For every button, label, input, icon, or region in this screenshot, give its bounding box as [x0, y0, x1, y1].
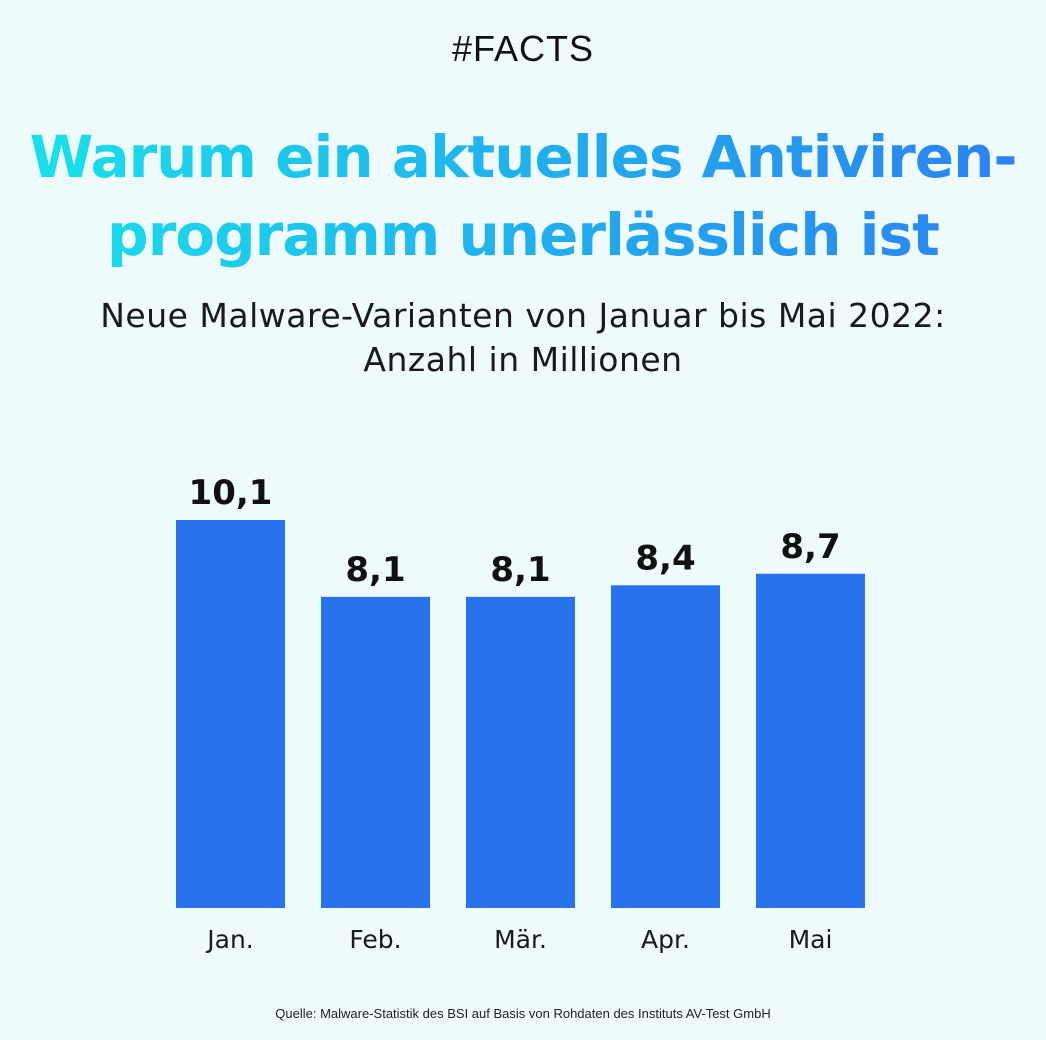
- bar-value-label: 8,1: [490, 550, 550, 590]
- bar-0: [176, 520, 285, 908]
- facts-tag: #FACTS: [451, 28, 595, 69]
- chart-subtitle: Neue Malware-Varianten von Januar bis Ma…: [0, 294, 1046, 382]
- subtitle-line-2: Anzahl in Millionen: [363, 340, 683, 379]
- x-tick-label: Jan.: [205, 925, 253, 954]
- bar-value-label: 8,7: [780, 527, 840, 567]
- bar-4: [756, 573, 865, 908]
- title-line-1: Warum ein aktuelles Antiviren-: [0, 118, 1046, 196]
- bar-2: [466, 596, 575, 908]
- source-note: Quelle: Malware-Statistik des BSI auf Ba…: [275, 1006, 771, 1021]
- x-tick-label: Mär.: [494, 925, 547, 954]
- x-tick-label: Mai: [789, 925, 833, 954]
- bar-1: [321, 596, 430, 908]
- page-title: Warum ein aktuelles Antiviren- programm …: [0, 118, 1046, 274]
- bar-chart: 10,1 Jan. 8,1 Feb. 8,1 Mär. 8,4 Apr. 8,7 Mai: [176, 473, 865, 954]
- subtitle-line-1: Neue Malware-Varianten von Januar bis Ma…: [100, 296, 946, 335]
- x-tick-label: Apr.: [641, 925, 690, 954]
- bar-3: [611, 585, 720, 908]
- title-line-2: programm unerlässlich ist: [0, 196, 1046, 274]
- bar-value-label: 8,4: [635, 538, 695, 578]
- bar-value-label: 8,1: [345, 550, 405, 590]
- bar-value-label: 10,1: [189, 473, 273, 513]
- x-tick-label: Feb.: [349, 925, 401, 954]
